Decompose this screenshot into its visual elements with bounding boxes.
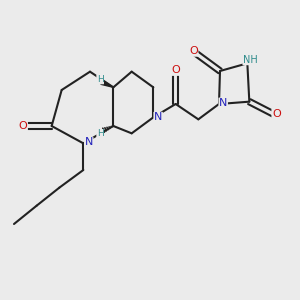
Text: O: O <box>272 109 281 119</box>
Text: O: O <box>19 121 27 131</box>
Text: N: N <box>154 112 162 122</box>
Polygon shape <box>101 80 113 87</box>
Text: N: N <box>219 98 227 108</box>
Text: NH: NH <box>243 55 258 65</box>
Text: H: H <box>97 130 104 139</box>
Text: H: H <box>97 75 104 84</box>
Text: N: N <box>85 137 93 147</box>
Text: O: O <box>171 65 180 75</box>
Text: O: O <box>189 46 198 56</box>
